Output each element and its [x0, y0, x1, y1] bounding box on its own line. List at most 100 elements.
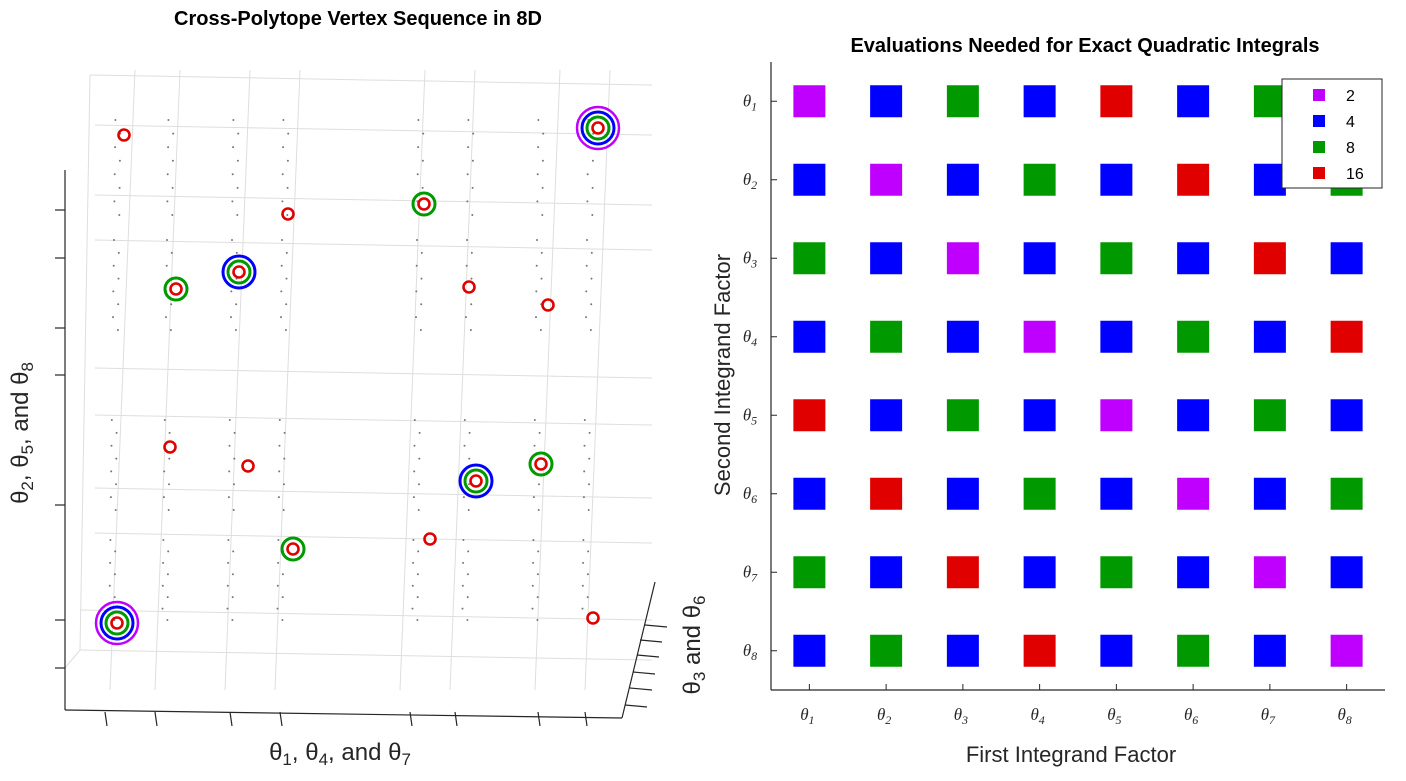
grid-dot: [416, 173, 419, 176]
grid-dot: [117, 251, 120, 254]
heatmap-cell-r3-c7: [1253, 242, 1286, 275]
grid-dot: [231, 573, 234, 576]
grid-dot: [536, 200, 539, 203]
grid-dot: [463, 444, 466, 447]
grid-dot: [162, 561, 165, 564]
heatmap-cell-r3-c6: [1177, 242, 1210, 275]
grid-shelf-line-8: [94, 532, 653, 544]
grid-dot: [168, 431, 171, 434]
grid-dot: [412, 496, 415, 499]
grid-dot: [227, 496, 230, 499]
grid-dot: [110, 470, 113, 473]
grid-dot: [416, 573, 419, 576]
evaluations-heatmap-chart: Evaluations Needed for Exact Quadratic I…: [710, 35, 1385, 767]
heatmap-cell-r3-c2: [870, 242, 903, 275]
heatmap-cell-r4-c1: [793, 320, 826, 353]
marker-p4-ring-2: [575, 105, 621, 151]
heatmap-cell-r4-c5: [1100, 320, 1133, 353]
3d-grid: [64, 69, 653, 691]
grid-vertical-line-2: [154, 69, 181, 691]
grid-dot: [471, 214, 474, 216]
heatmap-cell-r4-c2: [870, 320, 903, 353]
marker-p16-ring-16: [586, 611, 600, 625]
grid-dot: [166, 573, 169, 576]
grid-dot: [233, 431, 236, 434]
grid-dot: [417, 119, 420, 121]
heatmap-y-tick-7: θ7: [743, 562, 758, 584]
grid-dot: [416, 596, 419, 599]
grid-vertical-line-4: [274, 69, 301, 691]
marker-p14-ring-16: [241, 459, 255, 473]
grid-dot: [585, 316, 587, 319]
grid-dot: [582, 561, 585, 564]
heatmap-cell-r3-c5: [1100, 242, 1133, 275]
grid-dot: [167, 509, 170, 511]
heatmap-cell-r8-c5: [1100, 634, 1133, 667]
grid-vertical-line-5: [399, 69, 426, 691]
grid-dot: [417, 550, 420, 553]
grid-dot: [412, 539, 415, 541]
heatmap-x-tick-8: θ8: [1337, 705, 1351, 727]
legend-swatch-8: [1313, 141, 1325, 153]
heatmap-cell-r7-c7: [1253, 556, 1286, 589]
grid-dot: [161, 607, 164, 610]
heatmap-cell-r2-c5: [1100, 163, 1133, 196]
grid-dot: [232, 119, 235, 121]
grid-dot: [112, 264, 115, 267]
grid-shelf-line-5: [94, 367, 653, 379]
grid-dot: [590, 251, 593, 254]
marker-p3-ring-8: [226, 259, 252, 285]
grid-dot: [462, 496, 465, 499]
grid-dot: [162, 496, 165, 499]
grid-dot: [417, 509, 420, 511]
heatmap-cell-r6-c1: [793, 477, 826, 510]
grid-dot: [471, 159, 474, 162]
grid-dot: [541, 214, 544, 216]
grid-dot: [531, 607, 534, 610]
marker-p1-ring-8: [104, 610, 130, 636]
grid-dot: [166, 596, 169, 599]
grid-dot: [231, 173, 234, 176]
grid-dot: [232, 550, 235, 553]
heatmap-cell-r8-c2: [870, 634, 903, 667]
grid-dot: [234, 329, 237, 331]
grid-dot: [533, 419, 536, 421]
grid-dot: [118, 214, 121, 216]
grid-dot: [167, 119, 170, 121]
grid-dot: [162, 539, 165, 541]
grid-dot: [535, 264, 538, 267]
heatmap-cell-r2-c6: [1177, 163, 1210, 196]
heatmap-cell-r3-c1: [793, 242, 826, 275]
marker-p3-ring-16: [232, 265, 246, 279]
grid-dot: [170, 251, 173, 254]
grid-dot: [277, 496, 280, 499]
marker-p12: [541, 298, 555, 312]
marker-p15-ring-16: [423, 532, 437, 546]
marker-p3-ring-4: [221, 254, 257, 290]
grid-dot: [418, 431, 421, 434]
grid-dot: [532, 496, 535, 499]
grid-dot: [417, 146, 420, 149]
grid-dot: [282, 119, 285, 121]
right-x-axis-label: First Integrand Factor: [966, 742, 1176, 767]
grid-dot: [412, 561, 415, 564]
grid-dot: [420, 303, 423, 306]
grid-dot: [535, 316, 537, 319]
grid-dot: [112, 290, 115, 293]
grid-dot: [236, 214, 239, 216]
left-axis-right: [621, 581, 656, 719]
grid-dot: [168, 483, 170, 486]
grid-dot: [467, 119, 470, 121]
grid-dot: [276, 607, 279, 610]
grid-vertical-line-1: [109, 69, 136, 691]
grid-dot: [168, 457, 171, 460]
grid-dot: [421, 159, 424, 162]
heatmap-cell-r4-c6: [1177, 320, 1210, 353]
grid-dot: [286, 186, 289, 189]
grid-dot: [537, 146, 540, 149]
grid-dot: [465, 264, 468, 267]
grid-dot: [466, 200, 469, 203]
grid-dot: [285, 303, 288, 306]
marker-p11-ring-16: [462, 280, 476, 294]
marker-p6: [411, 191, 437, 217]
